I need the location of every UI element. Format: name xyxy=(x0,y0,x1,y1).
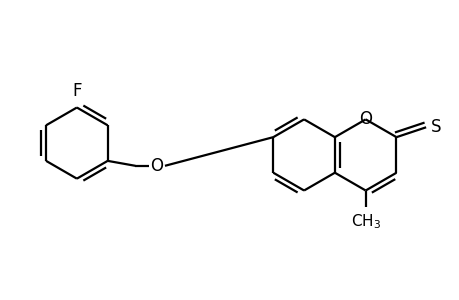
Text: S: S xyxy=(430,118,440,136)
Text: O: O xyxy=(150,157,163,175)
Text: CH$_3$: CH$_3$ xyxy=(350,212,380,231)
Text: F: F xyxy=(72,82,81,100)
Text: O: O xyxy=(358,110,371,128)
